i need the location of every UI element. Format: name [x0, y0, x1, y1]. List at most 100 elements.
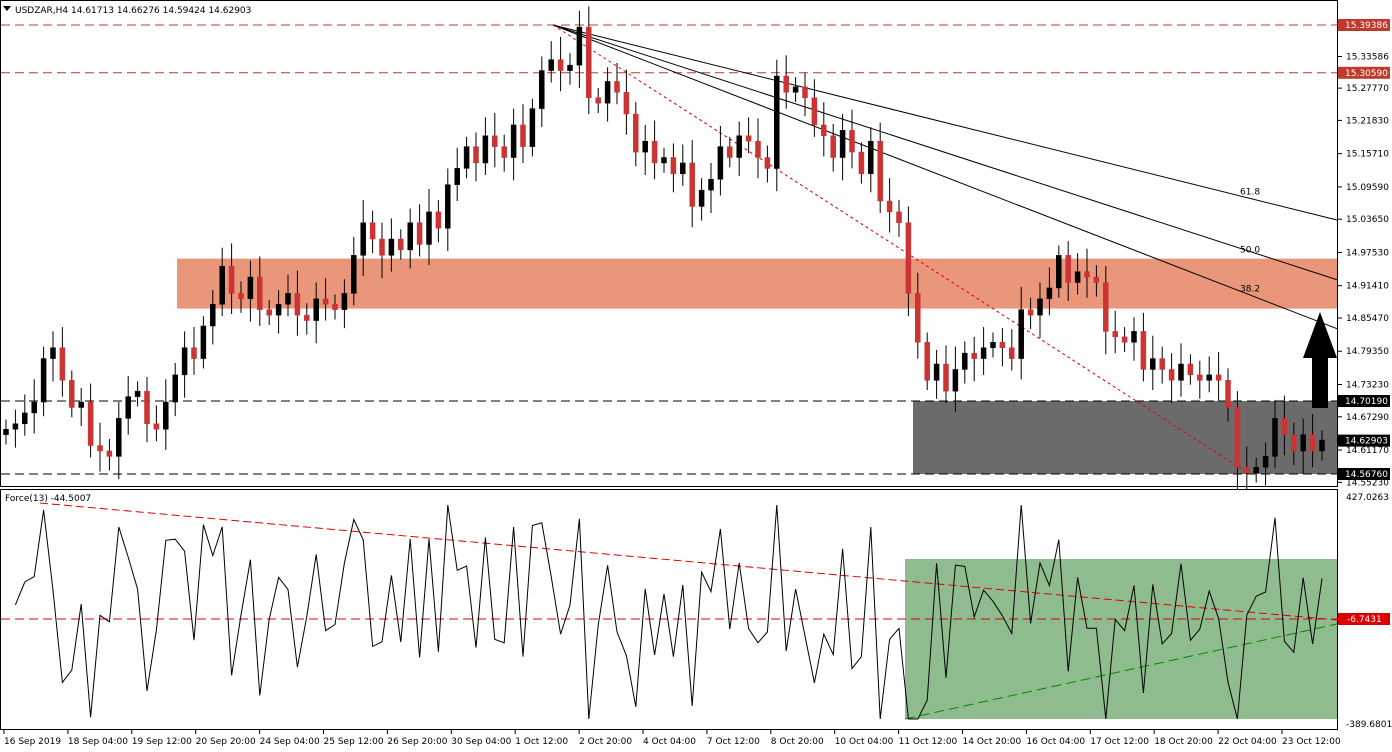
x-tick-label: 25 Sep 12:00	[324, 737, 384, 747]
candle	[924, 332, 930, 391]
candle	[435, 199, 442, 243]
candle	[40, 346, 47, 417]
candle	[1103, 266, 1109, 355]
y-tick-label: 15.09590	[1346, 183, 1389, 193]
candle	[463, 136, 470, 179]
candle	[614, 62, 620, 105]
candle	[980, 327, 987, 375]
candle	[454, 147, 460, 201]
indicator-level-tag	[1338, 613, 1390, 625]
candle	[1197, 360, 1203, 399]
candle	[172, 362, 178, 417]
resistance-zone	[177, 258, 1337, 309]
candle	[689, 140, 695, 228]
price-tag-label: 14.70190	[1345, 397, 1388, 407]
candle	[698, 178, 705, 221]
candle	[576, 10, 583, 88]
candle	[886, 178, 893, 233]
candle	[1131, 317, 1137, 361]
indicator-support-line	[904, 623, 1338, 720]
candle	[755, 118, 761, 179]
candle	[915, 272, 921, 359]
candle	[586, 6, 592, 115]
candle	[1093, 265, 1100, 297]
candle	[858, 142, 865, 184]
y-tick-label: 14.91410	[1346, 282, 1389, 292]
candle	[745, 117, 752, 154]
fan-line-0	[552, 24, 1338, 330]
candle	[1009, 329, 1015, 371]
candle	[322, 278, 329, 321]
candle	[1272, 399, 1278, 469]
x-tick-label: 18 Oct 20:00	[1154, 737, 1213, 747]
candle	[905, 206, 912, 317]
candle	[191, 327, 197, 375]
candle	[708, 162, 714, 213]
candle	[304, 303, 310, 335]
candle	[501, 134, 507, 172]
candle	[69, 370, 75, 418]
price-axis: 15.33586 15.27770 15.21830 15.15710 15.09590…	[1337, 19, 1392, 730]
y-tick-label: 14.85470	[1346, 314, 1389, 324]
candle	[999, 328, 1006, 367]
candle	[12, 409, 19, 448]
candle	[125, 375, 131, 435]
x-tick-label: 16 Sep 2019	[4, 737, 61, 747]
x-tick-label: 26 Sep 20:00	[387, 737, 447, 747]
candle	[247, 260, 254, 322]
price-tag-label: 15.30590	[1345, 69, 1388, 79]
candle	[633, 102, 639, 167]
x-tick-label: 1 Oct 12:00	[515, 737, 568, 747]
candle	[31, 379, 37, 434]
price-tag-label: 14.62903	[1345, 437, 1388, 447]
candle	[529, 98, 536, 157]
candle	[379, 222, 385, 279]
y-tick-label: 15.15710	[1346, 150, 1389, 160]
indicator-label: Force(13) -44.5007	[5, 494, 91, 504]
candle	[3, 419, 9, 445]
candle	[849, 109, 855, 169]
x-tick-label: 24 Sep 04:00	[260, 737, 320, 747]
candle	[1309, 414, 1316, 468]
candle	[764, 145, 771, 183]
candle	[802, 72, 808, 117]
candle	[1234, 391, 1241, 491]
indicator-level-tag-label: -6.7431	[1347, 615, 1382, 625]
fan-baseline	[552, 24, 1251, 475]
candle	[962, 341, 968, 384]
candle	[351, 236, 357, 306]
price-tag	[1338, 66, 1390, 79]
price-tag	[1338, 19, 1390, 31]
x-tick-label: 19 Sep 12:00	[132, 737, 192, 747]
candle	[1253, 457, 1259, 483]
candle	[257, 256, 263, 326]
candle	[78, 387, 84, 426]
candle	[1300, 418, 1306, 474]
candle	[1178, 343, 1184, 397]
candle	[839, 114, 846, 181]
candle	[200, 316, 207, 369]
candle	[285, 274, 291, 317]
candle	[830, 123, 836, 172]
x-tick-label: 7 Oct 12:00	[707, 737, 760, 747]
candle	[266, 299, 272, 325]
force-indicator	[1, 502, 1338, 720]
collapse-triangle-icon[interactable]	[3, 6, 11, 11]
indicator-panel-frame	[0, 489, 1338, 730]
y-tick-label: 15.21830	[1346, 116, 1389, 126]
candle	[116, 402, 122, 480]
candle	[1319, 430, 1325, 461]
candle	[1206, 356, 1212, 393]
indicator-zone	[905, 559, 1337, 719]
indicator-max-label: 427.0263	[1346, 493, 1389, 503]
x-tick-label: 30 Sep 04:00	[451, 737, 511, 747]
candle	[783, 55, 789, 109]
candle	[153, 405, 160, 442]
candle	[181, 331, 188, 398]
candle	[661, 147, 667, 173]
x-tick-label: 22 Oct 04:00	[1218, 737, 1277, 747]
x-tick-label: 11 Oct 12:00	[899, 737, 958, 747]
candle	[22, 394, 28, 436]
x-tick-label: 20 Sep 20:00	[196, 737, 256, 747]
